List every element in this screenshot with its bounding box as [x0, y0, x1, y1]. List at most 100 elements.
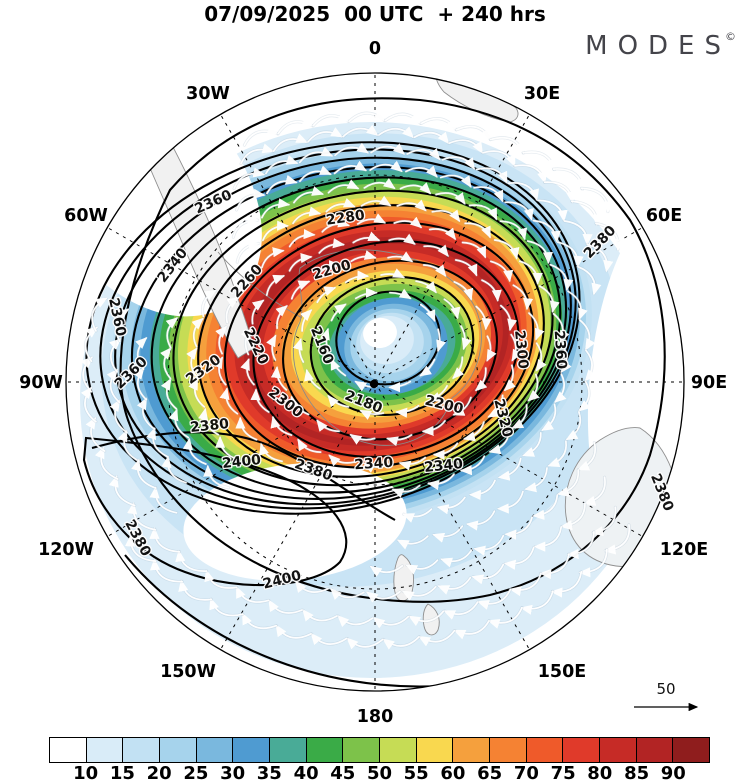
longitude-label: 90E — [691, 373, 727, 393]
colorbar-cell — [50, 738, 87, 762]
colorbar-tick-label: 70 — [513, 763, 539, 782]
wind-arrow — [577, 441, 596, 471]
wind-arrow-layer — [80, 110, 631, 650]
wind-arrow — [554, 373, 567, 403]
wind-arrow — [399, 182, 432, 195]
wind-arrow — [259, 442, 283, 463]
wind-arrow — [591, 506, 617, 537]
wind-arrow — [266, 334, 277, 361]
wind-arrow — [388, 233, 416, 245]
wind-arrow — [209, 597, 244, 617]
wind-arrow — [398, 456, 427, 471]
longitude-label: 150E — [538, 662, 586, 682]
chart-title: 07/09/2025 00 UTC + 240 hrs — [204, 2, 546, 26]
wind-arrow — [522, 431, 542, 457]
wind-arrow — [489, 136, 525, 155]
meridian-line — [374, 227, 643, 383]
wind-arrow — [334, 142, 370, 157]
wind-arrow — [474, 367, 488, 392]
wind-arrow — [419, 303, 436, 323]
wind-arrow — [369, 564, 404, 577]
contour-label: 2340 — [354, 455, 394, 474]
copyright-mark: © — [725, 30, 736, 43]
meridian-line — [374, 381, 530, 650]
colorbar-cell — [416, 738, 454, 762]
longitude-label: 90W — [19, 373, 63, 393]
wind-arrow — [436, 496, 466, 515]
wind-arrow — [327, 394, 350, 408]
wind-arrow — [578, 548, 608, 578]
wind-arrow — [509, 572, 542, 597]
wind-arrow — [262, 220, 289, 242]
colorbar-tick-label: 60 — [440, 763, 466, 782]
wind-arrow — [312, 111, 350, 127]
wind-arrow — [365, 590, 401, 603]
wind-arrow — [527, 373, 540, 402]
wind-arrow — [239, 270, 259, 295]
wind-arrow — [133, 367, 148, 401]
colorbar-tick-label: 15 — [109, 763, 135, 782]
wind-arrow — [422, 264, 447, 277]
wind-arrow — [432, 525, 464, 543]
wind-arrow — [333, 160, 368, 175]
wind-arrow — [149, 486, 178, 514]
wind-arrow — [240, 327, 253, 356]
wind-arrow — [524, 467, 548, 493]
wind-arrow — [219, 387, 239, 415]
height-contour — [172, 189, 554, 487]
wind-arrow — [388, 380, 412, 393]
wind-arrow — [476, 588, 512, 610]
colorbar-tick-label: 50 — [366, 763, 393, 782]
wind-arrow — [396, 199, 427, 212]
wind-arrow — [482, 150, 516, 168]
wind-arrow — [487, 606, 523, 629]
wind-arrow — [475, 167, 508, 184]
wind-arrow — [528, 312, 545, 341]
longitude-label: 30E — [524, 84, 560, 104]
wind-arrow — [161, 455, 187, 484]
wind-arrow — [420, 117, 458, 132]
wind-arrow — [487, 394, 504, 418]
meridian-line — [220, 381, 376, 650]
wind-arrow — [127, 502, 157, 531]
wind-arrow — [360, 195, 392, 207]
wind-arrow — [486, 335, 497, 362]
colorbar-tick-label: 30 — [220, 763, 246, 782]
contour-label: 2400 — [221, 452, 262, 472]
wind-arrow — [567, 290, 588, 321]
wind-arrow — [549, 263, 574, 292]
wind-arrow — [300, 309, 313, 332]
wind-arrow — [427, 473, 455, 491]
wind-arrow — [94, 446, 119, 480]
wind-arrow — [215, 435, 239, 461]
colorbar-cell — [563, 738, 601, 762]
wind-arrow — [168, 408, 190, 439]
wind-arrow — [468, 479, 496, 501]
wind-arrow — [109, 399, 128, 434]
wind-arrow — [460, 325, 472, 351]
meridian-line — [374, 381, 643, 537]
wind-arrow — [556, 469, 580, 497]
longitude-label: 180 — [357, 707, 394, 727]
wind-arrow — [428, 385, 448, 402]
longitude-label: 0 — [369, 39, 381, 59]
wind-arrow — [395, 404, 420, 418]
colorbar-tick-label: 45 — [330, 763, 356, 782]
wind-arrow — [552, 312, 570, 343]
wind-arrow — [302, 608, 338, 622]
longitude-label: 120W — [38, 540, 94, 560]
longitude-label: 120E — [660, 540, 708, 560]
wind-arrow — [512, 284, 534, 311]
wind-arrow — [464, 222, 491, 239]
wind-arrow — [85, 416, 106, 452]
wind-arrow — [538, 285, 560, 313]
wind-arrow — [532, 219, 561, 243]
height-contour — [252, 240, 520, 458]
wind-arrow — [463, 421, 485, 442]
wind-arrow — [504, 516, 533, 540]
longitude-label: 30W — [186, 84, 230, 104]
wind-arrow — [275, 305, 288, 330]
wind-arrow — [391, 484, 421, 498]
wind-arrow — [461, 241, 487, 259]
